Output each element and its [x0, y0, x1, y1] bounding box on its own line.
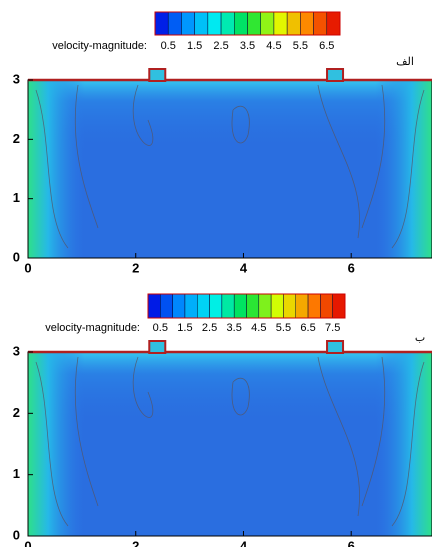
- x-tick-label: 6: [348, 538, 355, 547]
- colorbar-segment: [313, 11, 328, 36]
- colorbar-segment: [194, 11, 209, 36]
- colorbar-segment: [247, 11, 261, 36]
- contour-line: [231, 377, 250, 416]
- colorbar-tick-label: 7.5: [325, 322, 340, 334]
- colorbar-segment: [233, 293, 247, 319]
- panel-label: ب: [415, 332, 425, 344]
- colorbar-tick-label: 2.5: [202, 322, 217, 334]
- colorbar-segment: [184, 293, 198, 319]
- colorbar-segment: [320, 293, 333, 319]
- contour-line: [231, 105, 250, 144]
- y-tick-label: 2: [13, 405, 20, 420]
- x-tick-label: 4: [240, 538, 248, 547]
- y-tick-label: 1: [13, 466, 20, 481]
- x-tick-label: 4: [240, 260, 248, 275]
- colorbar-segment: [258, 293, 272, 319]
- x-tick-label: 2: [132, 538, 139, 547]
- field-side-jets: [28, 80, 432, 258]
- inlet: [148, 340, 167, 354]
- contour-line: [317, 84, 360, 239]
- colorbar-tick-label: 3.5: [227, 322, 242, 334]
- colorbar-tick-label: 5.5: [276, 322, 291, 334]
- colorbar-tick-label: 5.5: [293, 40, 308, 52]
- colorbar-segment: [326, 11, 341, 36]
- colorbar-tick-label: 3.5: [240, 40, 255, 52]
- colorbar-tick-label: 2.5: [213, 40, 228, 52]
- contour-line: [391, 361, 425, 527]
- colorbar-segment: [221, 293, 235, 319]
- colorbar-label: velocity-magnitude:: [45, 322, 140, 334]
- field-side-jets: [28, 352, 432, 536]
- colorbar-segment: [220, 11, 235, 36]
- panel-label: الف: [396, 56, 414, 68]
- y-tick-label: 2: [13, 131, 20, 146]
- x-tick-label: 2: [132, 260, 139, 275]
- colorbar-segment: [154, 11, 169, 36]
- contour-line: [132, 84, 154, 146]
- colorbar-tick-label: 0.5: [153, 322, 168, 334]
- colorbar-tick-label: 0.5: [161, 40, 176, 52]
- colorbar-frame: [147, 293, 346, 319]
- colorbar-segment: [160, 293, 173, 319]
- colorbar-segment: [273, 11, 288, 36]
- colorbar-label: velocity-magnitude:: [52, 40, 147, 52]
- colorbar-tick-label: 6.5: [300, 322, 315, 334]
- colorbar-tick-label: 4.5: [251, 322, 266, 334]
- colorbar-tick-label: 1.5: [177, 322, 192, 334]
- y-tick-label: 3: [13, 343, 20, 358]
- x-tick-label: 0: [24, 260, 31, 275]
- colorbar-segment: [167, 11, 182, 36]
- colorbar-tick-label: 1.5: [187, 40, 202, 52]
- inlet: [326, 68, 345, 82]
- colorbar-segment: [181, 11, 195, 36]
- y-tick-label: 3: [13, 71, 20, 86]
- y-tick-label: 0: [13, 249, 20, 264]
- colorbar-segment: [286, 11, 301, 36]
- colorbar-segment: [207, 11, 222, 36]
- contour-line: [74, 356, 99, 507]
- x-tick-label: 0: [24, 538, 31, 547]
- contour-line: [35, 361, 69, 527]
- colorbar-segment: [172, 293, 186, 319]
- inlet: [326, 340, 345, 354]
- inlet: [148, 68, 167, 82]
- y-tick-label: 1: [13, 190, 20, 205]
- y-tick-label: 0: [13, 527, 20, 542]
- colorbar-segment: [147, 293, 161, 319]
- colorbar-segment: [332, 293, 346, 319]
- colorbar-segment: [300, 11, 314, 36]
- colorbar-segment: [307, 293, 321, 319]
- colorbar-segment: [270, 293, 284, 319]
- colorbar-segment: [283, 293, 296, 319]
- contour-line: [74, 84, 99, 229]
- contour-line: [35, 89, 69, 249]
- contour-line: [132, 356, 154, 418]
- colorbar-segment: [295, 293, 309, 319]
- contour-line: [361, 356, 386, 507]
- colorbar-segment: [260, 11, 275, 36]
- contour-line: [317, 356, 360, 517]
- x-tick-label: 6: [348, 260, 355, 275]
- contour-line: [391, 89, 425, 249]
- contour-line: [361, 84, 386, 229]
- colorbar-tick-label: 6.5: [319, 40, 334, 52]
- colorbar-segment: [246, 293, 260, 319]
- colorbar-segment: [234, 11, 248, 36]
- colorbar-segment: [197, 293, 210, 319]
- colorbar-frame: [154, 11, 341, 36]
- colorbar-segment: [209, 293, 223, 319]
- colorbar-tick-label: 4.5: [266, 40, 281, 52]
